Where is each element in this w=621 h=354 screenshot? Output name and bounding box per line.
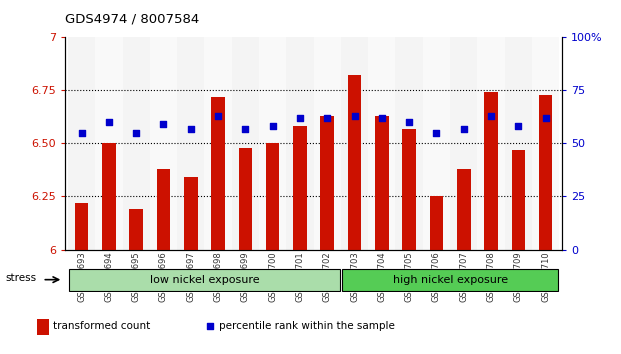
Bar bbox=[348, 75, 361, 250]
Bar bbox=[238, 148, 252, 250]
Bar bbox=[457, 169, 471, 250]
FancyBboxPatch shape bbox=[70, 268, 340, 291]
Bar bbox=[368, 37, 396, 250]
Bar bbox=[266, 143, 279, 250]
Point bbox=[432, 130, 442, 136]
Bar bbox=[320, 116, 334, 250]
Bar bbox=[512, 150, 525, 250]
Bar bbox=[505, 37, 532, 250]
Bar bbox=[532, 37, 560, 250]
Point bbox=[131, 130, 141, 136]
Bar bbox=[122, 37, 150, 250]
Bar bbox=[450, 37, 478, 250]
Bar bbox=[211, 97, 225, 250]
Bar bbox=[68, 37, 95, 250]
Bar bbox=[396, 37, 423, 250]
Bar bbox=[539, 95, 553, 250]
Text: high nickel exposure: high nickel exposure bbox=[392, 275, 507, 285]
Text: low nickel exposure: low nickel exposure bbox=[150, 275, 259, 285]
Point bbox=[76, 130, 86, 136]
Point bbox=[104, 119, 114, 125]
Bar bbox=[102, 143, 116, 250]
Bar bbox=[129, 209, 143, 250]
Point bbox=[205, 324, 215, 329]
Bar bbox=[375, 116, 389, 250]
Bar bbox=[478, 37, 505, 250]
Bar bbox=[293, 126, 307, 250]
Point bbox=[186, 126, 196, 131]
Bar bbox=[341, 37, 368, 250]
Bar bbox=[286, 37, 314, 250]
Bar bbox=[423, 37, 450, 250]
Text: percentile rank within the sample: percentile rank within the sample bbox=[219, 321, 396, 331]
Bar bbox=[232, 37, 259, 250]
Text: GDS4974 / 8007584: GDS4974 / 8007584 bbox=[65, 12, 199, 25]
Text: stress: stress bbox=[5, 273, 37, 284]
Point bbox=[350, 113, 360, 119]
Bar bbox=[75, 203, 88, 250]
FancyBboxPatch shape bbox=[342, 268, 558, 291]
Point bbox=[541, 115, 551, 121]
Bar bbox=[150, 37, 177, 250]
Point bbox=[322, 115, 332, 121]
Bar bbox=[402, 129, 416, 250]
Point bbox=[514, 124, 524, 129]
Bar bbox=[430, 196, 443, 250]
Point bbox=[486, 113, 496, 119]
Bar bbox=[484, 92, 498, 250]
Bar bbox=[37, 319, 49, 335]
Bar bbox=[184, 177, 197, 250]
Bar bbox=[177, 37, 204, 250]
Point bbox=[377, 115, 387, 121]
Bar bbox=[314, 37, 341, 250]
Point bbox=[158, 121, 168, 127]
Bar bbox=[204, 37, 232, 250]
Point bbox=[240, 126, 250, 131]
Point bbox=[213, 113, 223, 119]
Bar bbox=[156, 169, 170, 250]
Point bbox=[404, 119, 414, 125]
Text: transformed count: transformed count bbox=[53, 321, 151, 331]
Point bbox=[459, 126, 469, 131]
Bar bbox=[95, 37, 122, 250]
Bar bbox=[259, 37, 286, 250]
Point bbox=[295, 115, 305, 121]
Point bbox=[268, 124, 278, 129]
